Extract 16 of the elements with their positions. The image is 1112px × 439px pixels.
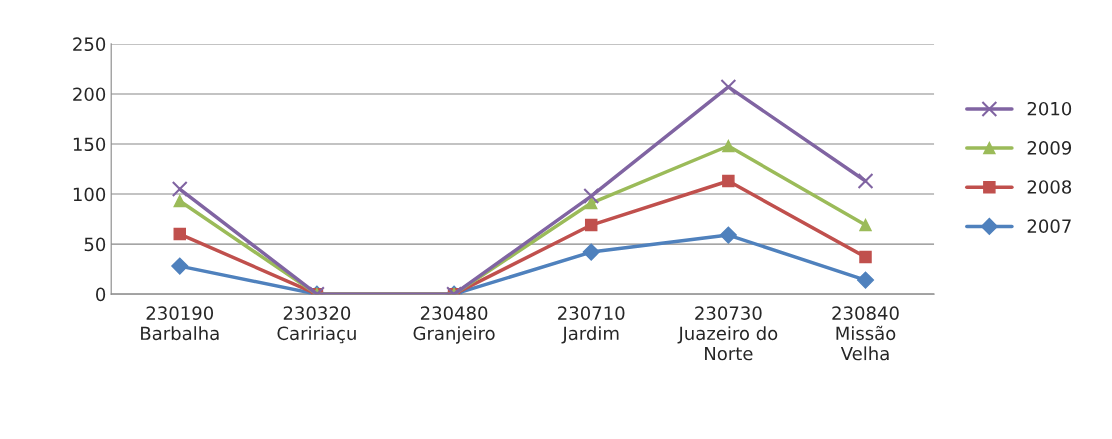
legend-label: 2010 (1027, 101, 1072, 116)
y-tick-label: 200 (73, 87, 106, 102)
x-tick-label: 230480 Granjeiro (413, 306, 495, 344)
y-tick-label: 100 (73, 187, 106, 202)
y-tick-label: 150 (73, 137, 106, 152)
y-tick-label: 250 (73, 37, 106, 52)
x-tick-label: 230840 Missão Velha (832, 306, 899, 361)
y-tick-label: 0 (96, 287, 106, 302)
x-tick-label: 230730 Juazeiro do Norte (677, 306, 778, 361)
x-tick-label: 230710 Jardim (558, 306, 625, 344)
legend-label: 2007 (1027, 219, 1071, 233)
x-tick-label: 230320 Caririaçu (277, 306, 356, 344)
x-tick-label: 230190 Barbalha (141, 306, 219, 341)
legend-label: 2008 (1027, 180, 1072, 194)
legend-label: 2009 (1027, 141, 1072, 155)
y-tick-label: 50 (84, 237, 106, 252)
